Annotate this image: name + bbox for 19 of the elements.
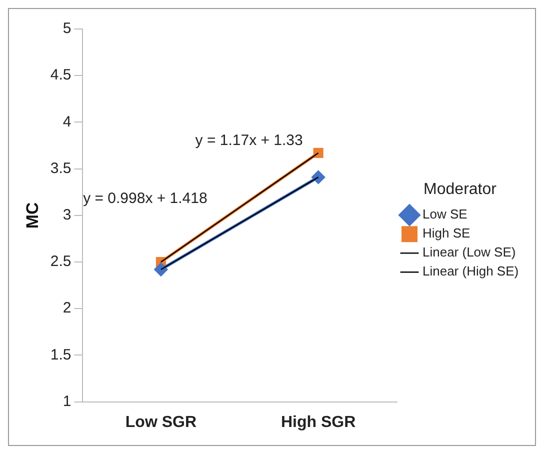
legend-label: Low SE [422,206,468,222]
y-tick-label: 3 [62,206,72,224]
legend-label: Linear (High SE) [422,264,519,279]
legend-title: Moderator [424,180,498,198]
legend-label: High SE [422,226,471,241]
y-tick-label: 2 [62,300,72,317]
y-tick-label: 2.5 [50,253,72,270]
annotation: y = 1.17x + 1.33 [195,132,303,149]
y-tick-label: 1.5 [50,346,72,364]
y-tick-label: 4.5 [50,66,72,84]
x-tick-label: High SGR [280,414,356,431]
y-tick-label: 4 [62,113,72,130]
x-tick-label: Low SGR [125,414,197,431]
y-tick-label: 3.5 [50,160,72,177]
y-tick-label: 1 [62,392,72,410]
annotation: y = 0.998x + 1.418 [83,190,208,207]
legend-label: Linear (Low SE) [422,244,516,260]
y-axis-title: MC [22,202,42,229]
y-tick-label: 5 [62,20,72,38]
